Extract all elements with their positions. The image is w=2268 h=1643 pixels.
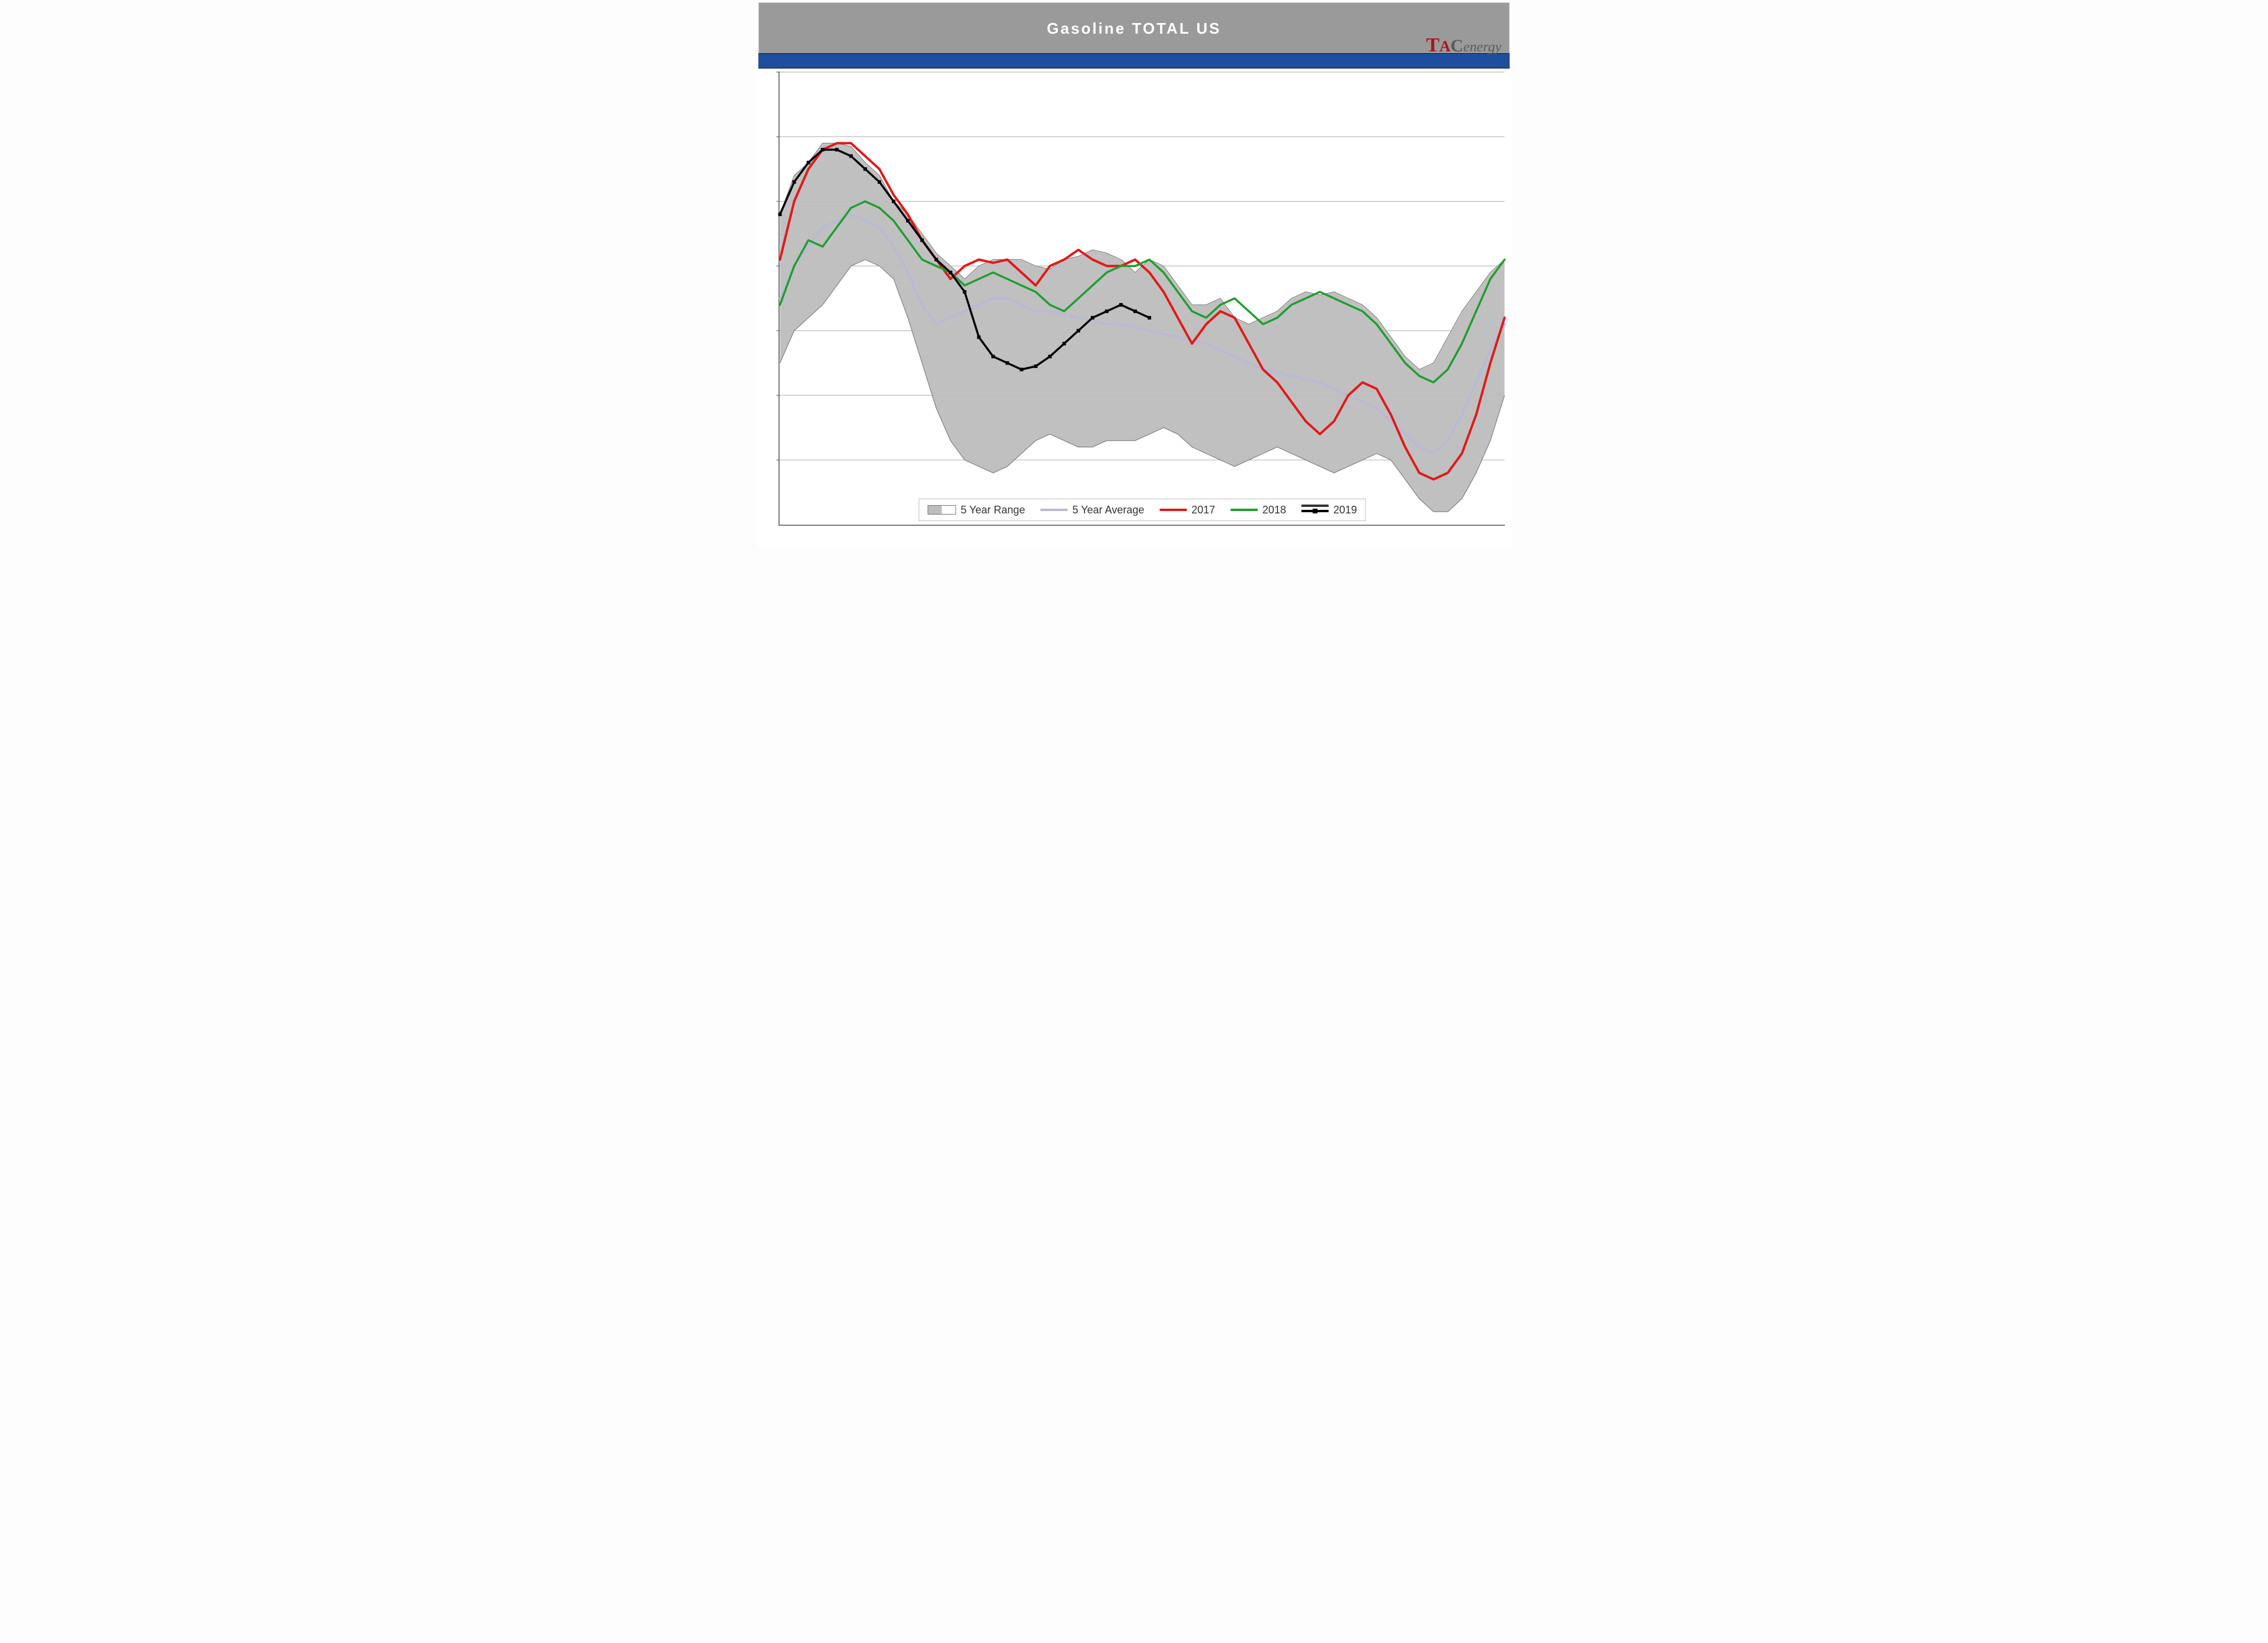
legend-label-2018: 2018 [1262, 504, 1286, 516]
legend-swatch-2018 [1230, 509, 1257, 511]
legend-label-2017: 2017 [1191, 504, 1215, 516]
legend-item-avg: 5 Year Average [1041, 504, 1145, 516]
legend-item-2018: 2018 [1230, 504, 1286, 516]
legend-item-2019: 2019 [1301, 504, 1357, 516]
legend-item-2017: 2017 [1159, 504, 1215, 516]
legend: 5 Year Range 5 Year Average 2017 2018 20… [918, 499, 1366, 521]
header-accent-band [758, 53, 1510, 69]
legend-label-range: 5 Year Range [960, 504, 1025, 516]
chart-frame: Gasoline TOTAL US TACenergy 5 Year Range… [756, 0, 1512, 548]
legend-item-range: 5 Year Range [927, 504, 1025, 516]
legend-swatch-2017 [1159, 509, 1187, 511]
plot-svg [780, 72, 1505, 525]
legend-swatch-range [927, 505, 956, 515]
legend-label-2019: 2019 [1333, 504, 1357, 516]
plot-area: 5 Year Range 5 Year Average 2017 2018 20… [778, 72, 1505, 526]
legend-label-avg: 5 Year Average [1073, 504, 1145, 516]
chart-title: Gasoline TOTAL US [1047, 19, 1221, 38]
title-bar: Gasoline TOTAL US [758, 2, 1510, 54]
legend-swatch-avg [1041, 509, 1068, 511]
legend-swatch-2019 [1301, 505, 1328, 515]
